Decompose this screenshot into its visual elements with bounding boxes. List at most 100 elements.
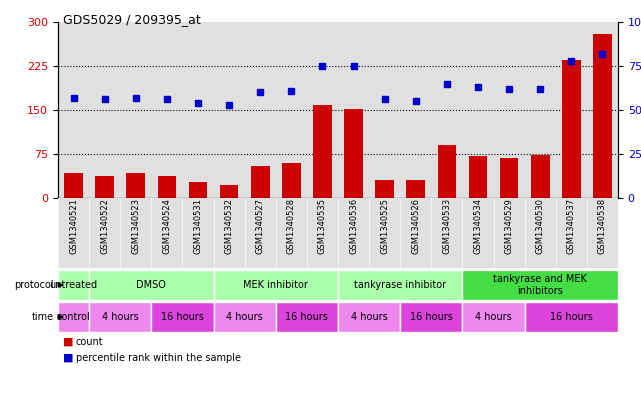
Text: DMSO: DMSO [137,280,166,290]
Bar [556,22,587,198]
Text: tankyrase inhibitor: tankyrase inhibitor [354,280,446,290]
Bar [126,173,145,198]
Bar [344,109,363,198]
Bar [251,166,270,198]
Bar [587,22,618,198]
Bar [462,22,494,198]
Bar [213,270,338,300]
Bar [58,270,89,300]
Bar [121,198,151,268]
Bar [313,105,332,198]
Bar [431,22,462,198]
Text: GSM1340533: GSM1340533 [442,198,451,254]
Bar [406,180,425,198]
Bar [213,198,245,268]
Bar [58,302,89,332]
Text: GSM1340524: GSM1340524 [162,198,171,254]
Text: GSM1340526: GSM1340526 [412,198,420,254]
Bar [338,198,369,268]
Bar [151,302,213,332]
Bar [245,22,276,198]
Bar [58,22,89,198]
Bar [151,22,183,198]
Text: GSM1340531: GSM1340531 [194,198,203,254]
Bar [400,198,431,268]
Text: GSM1340532: GSM1340532 [224,198,233,254]
Bar [400,302,462,332]
Bar [462,270,618,300]
Bar [58,198,89,268]
Text: GSM1340522: GSM1340522 [100,198,109,254]
Text: time: time [32,312,54,322]
Bar [183,22,213,198]
Bar [96,176,114,198]
Text: GSM1340527: GSM1340527 [256,198,265,254]
Text: 4 hours: 4 hours [102,312,138,322]
Text: GSM1340534: GSM1340534 [474,198,483,254]
Text: control: control [56,312,90,322]
Text: GSM1340537: GSM1340537 [567,198,576,254]
Bar [369,22,400,198]
Text: 4 hours: 4 hours [351,312,388,322]
Bar [158,176,176,198]
Text: GSM1340536: GSM1340536 [349,198,358,254]
Bar [276,198,307,268]
Bar [151,198,183,268]
Bar [431,198,462,268]
Bar [469,156,487,198]
Text: ■: ■ [63,337,74,347]
Bar [593,34,612,198]
Bar [525,302,618,332]
Text: ▶: ▶ [55,312,64,321]
Bar [462,302,525,332]
Bar [64,173,83,198]
Bar [562,60,581,198]
Bar [494,22,525,198]
Bar [89,22,121,198]
Bar [276,22,307,198]
Text: ▶: ▶ [55,281,64,290]
Text: GSM1340521: GSM1340521 [69,198,78,254]
Bar [369,198,400,268]
Bar [338,270,462,300]
Bar [587,198,618,268]
Text: 16 hours: 16 hours [285,312,328,322]
Bar [438,145,456,198]
Bar [556,198,587,268]
Text: GSM1340528: GSM1340528 [287,198,296,254]
Bar [121,22,151,198]
Text: 16 hours: 16 hours [550,312,593,322]
Bar [400,22,431,198]
Text: GDS5029 / 209395_at: GDS5029 / 209395_at [63,13,201,26]
Bar [531,155,549,198]
Bar [276,302,338,332]
Bar [307,198,338,268]
Bar [89,302,151,332]
Text: percentile rank within the sample: percentile rank within the sample [76,353,241,363]
Text: tankyrase and MEK
inhibitors: tankyrase and MEK inhibitors [494,274,587,296]
Bar [282,163,301,198]
Text: GSM1340538: GSM1340538 [598,198,607,254]
Bar [500,158,519,198]
Text: GSM1340535: GSM1340535 [318,198,327,254]
Text: 16 hours: 16 hours [410,312,453,322]
Text: MEK inhibitor: MEK inhibitor [244,280,308,290]
Text: GSM1340525: GSM1340525 [380,198,389,254]
Bar [525,22,556,198]
Text: count: count [76,337,103,347]
Bar [188,182,207,198]
Bar [89,270,213,300]
Bar [213,22,245,198]
Text: 4 hours: 4 hours [226,312,263,322]
Text: GSM1340530: GSM1340530 [536,198,545,254]
Bar [213,302,276,332]
Bar [525,198,556,268]
Bar [338,302,400,332]
Text: GSM1340523: GSM1340523 [131,198,140,254]
Text: GSM1340529: GSM1340529 [504,198,513,254]
Bar [245,198,276,268]
Text: 4 hours: 4 hours [475,312,512,322]
Bar [307,22,338,198]
Bar [338,22,369,198]
Text: untreated: untreated [49,280,97,290]
